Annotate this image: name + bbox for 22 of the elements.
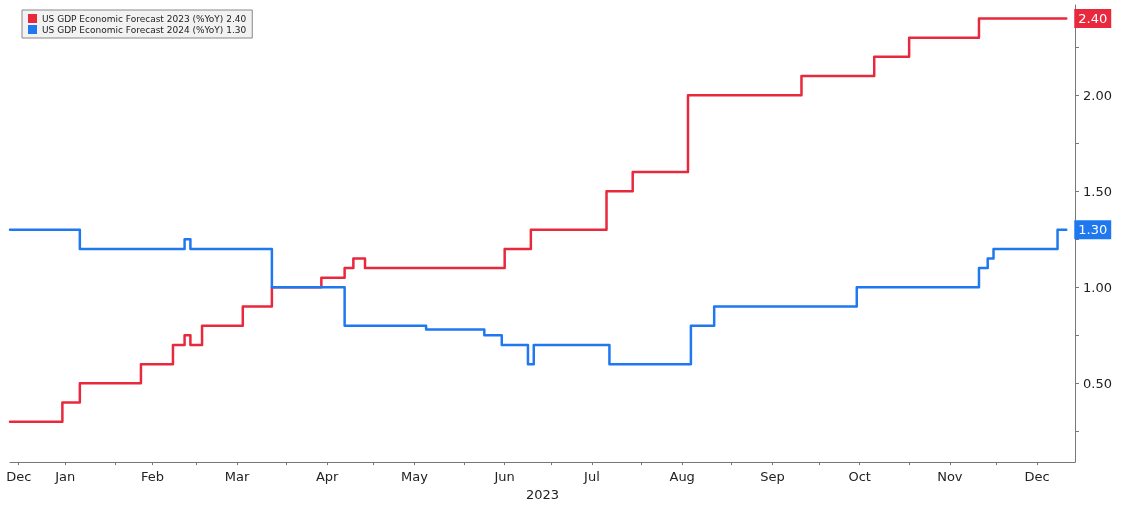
y-tick-label: 1.50 [1083,183,1112,199]
x-tick-label: Feb [141,469,165,485]
data-label: 1.30 [1078,222,1108,238]
x-tick-label: Sep [760,469,785,485]
x-tick-label: Jun [493,469,515,485]
x-axis-title: 2023 [525,487,560,502]
x-tick-label: Mar [224,469,250,485]
x-tick-label: Dec [6,469,32,485]
legend-label: US GDP Economic Forecast 2024 (%YoY) 1.30 [42,24,247,35]
x-tick-label: Dec [1024,469,1050,485]
x-tick-label: Apr [315,469,340,485]
x-tick-label: May [401,469,429,485]
y-tick-label: 0.50 [1083,375,1112,391]
y-tick-label: 2.00 [1083,87,1112,103]
y-tick-label: 1.00 [1083,279,1112,295]
x-tick-label: Aug [669,469,695,485]
x-tick-label: Jul [583,469,600,485]
x-tick-label: Oct [848,469,871,485]
data-label: 2.40 [1078,10,1108,26]
x-tick-label: Nov [937,469,963,485]
x-tick-label: Jan [54,469,76,485]
legend-label: US GDP Economic Forecast 2023 (%YoY) 2.40 [42,13,247,24]
